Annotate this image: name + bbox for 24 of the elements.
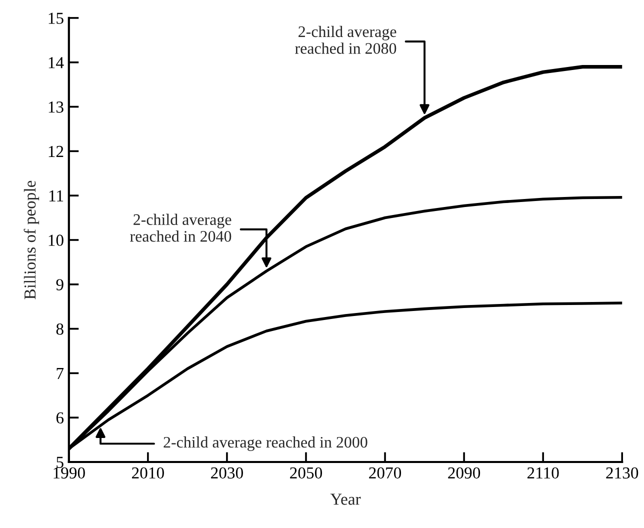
y-tick-label: 9 bbox=[56, 279, 64, 290]
y-tick-label: 6 bbox=[56, 412, 64, 424]
y-tick-label: 7 bbox=[56, 368, 64, 379]
y-tick-label: 11 bbox=[49, 190, 64, 202]
x-tick-label: 1990 bbox=[54, 467, 85, 479]
annotation: 2-child average reached in 2000 bbox=[164, 436, 368, 451]
y-axis-title: Billions of people bbox=[24, 180, 40, 300]
x-tick-label: 2110 bbox=[527, 467, 559, 479]
y-tick-label: 8 bbox=[56, 323, 64, 335]
x-tick-label: 2030 bbox=[211, 467, 243, 479]
x-tick-label: 2010 bbox=[132, 467, 164, 479]
y-tick-label: 13 bbox=[48, 102, 64, 113]
annotation: 2-child average reached in 2040 bbox=[130, 214, 232, 242]
x-tick-label: 2090 bbox=[448, 467, 480, 479]
x-tick-label: 2050 bbox=[290, 467, 322, 479]
x-tick-label: 2130 bbox=[606, 467, 638, 479]
y-tick-label: 10 bbox=[48, 234, 64, 246]
x-tick-label: 2070 bbox=[369, 467, 402, 479]
y-tick-label: 15 bbox=[48, 12, 64, 24]
y-tick-label: 5 bbox=[56, 456, 64, 468]
x-axis-title: Year bbox=[330, 494, 361, 505]
y-tick-label: 12 bbox=[48, 146, 64, 157]
annotation: 2-child average reached in 2080 bbox=[295, 26, 396, 54]
y-tick-label: 14 bbox=[48, 57, 64, 68]
